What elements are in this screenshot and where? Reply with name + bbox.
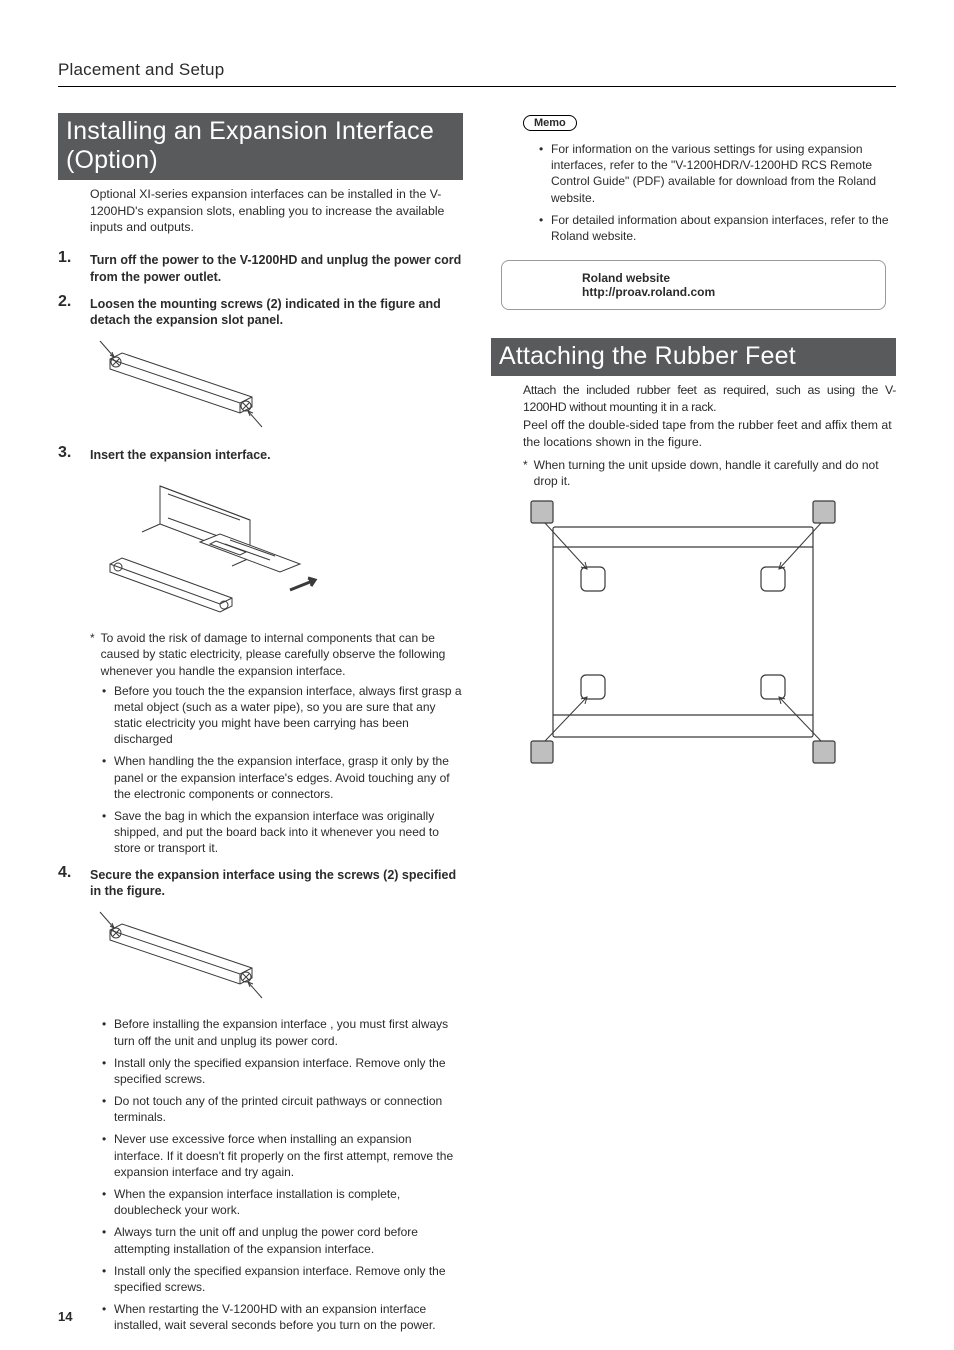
memo-bullets: For information on the various settings … [539, 141, 896, 244]
figure-rubber-feet [523, 497, 896, 767]
page-number: 14 [58, 1309, 72, 1324]
memo-badge: Memo [523, 115, 577, 131]
figure-insert-card [90, 472, 463, 622]
left-intro: Optional XI-series expansion interfaces … [90, 186, 463, 236]
step-4-bullet-4: Never use excessive force when installin… [102, 1131, 463, 1180]
step-3-note-text: To avoid the risk of damage to internal … [101, 630, 463, 679]
step-3-bullet-1: Before you touch the the expansion inter… [102, 683, 463, 748]
step-2: Loosen the mounting screws (2) indicated… [72, 296, 463, 438]
website-title: Roland website [582, 271, 869, 285]
right-intro-2: Peel off the double-sided tape from the … [523, 417, 896, 450]
step-3-bullet-3: Save the bag in which the expansion inte… [102, 808, 463, 857]
step-4-bullet-7: Install only the specified expansion int… [102, 1263, 463, 1295]
step-3-text: Insert the expansion interface. [72, 447, 463, 464]
memo-bullet-2: For detailed information about expansion… [539, 212, 896, 244]
figure-secure-panel [90, 908, 463, 1008]
step-3-static-note: * To avoid the risk of damage to interna… [90, 630, 463, 679]
step-4-bullet-1: Before installing the expansion interfac… [102, 1016, 463, 1048]
step-3-bullets: Before you touch the the expansion inter… [102, 683, 463, 857]
rubber-feet-svg [523, 497, 843, 767]
memo-bullet-1: For information on the various settings … [539, 141, 896, 206]
step-4-bullet-6: Always turn the unit off and unplug the … [102, 1224, 463, 1256]
website-url: http://proav.roland.com [582, 285, 869, 299]
step-4-bullet-2: Install only the specified expansion int… [102, 1055, 463, 1087]
website-box: Roland website http://proav.roland.com [501, 260, 886, 310]
figure-slot-panel [90, 337, 463, 437]
right-column: Memo For information on the various sett… [491, 113, 896, 1344]
step-3: Insert the expansion interface. [72, 447, 463, 856]
right-heading: Attaching the Rubber Feet [491, 338, 896, 376]
right-note: * When turning the unit upside down, han… [523, 457, 896, 489]
secure-panel-svg [90, 908, 280, 1008]
running-head: Placement and Setup [58, 60, 896, 87]
left-heading: Installing an Expansion Interface (Optio… [58, 113, 463, 180]
step-4-text: Secure the expansion interface using the… [72, 867, 463, 901]
step-4: Secure the expansion interface using the… [72, 867, 463, 1334]
step-4-bullet-8: When restarting the V-1200HD with an exp… [102, 1301, 463, 1333]
install-steps: Turn off the power to the V-1200HD and u… [58, 252, 463, 1334]
step-2-text: Loosen the mounting screws (2) indicated… [72, 296, 463, 330]
step-1: Turn off the power to the V-1200HD and u… [72, 252, 463, 286]
slot-panel-svg [90, 337, 280, 437]
step-4-bullets: Before installing the expansion interfac… [102, 1016, 463, 1333]
right-note-text: When turning the unit upside down, handl… [534, 457, 896, 489]
step-1-text: Turn off the power to the V-1200HD and u… [72, 252, 463, 286]
asterisk-icon: * [523, 457, 528, 489]
insert-card-svg [90, 472, 330, 622]
left-column: Installing an Expansion Interface (Optio… [58, 113, 463, 1344]
step-4-bullet-5: When the expansion interface installatio… [102, 1186, 463, 1218]
step-3-bullet-2: When handling the the expansion interfac… [102, 753, 463, 802]
right-intro-1: Attach the included rubber feet as requi… [523, 382, 896, 415]
step-4-bullet-3: Do not touch any of the printed circuit … [102, 1093, 463, 1125]
asterisk-icon: * [90, 630, 95, 679]
two-column-layout: Installing an Expansion Interface (Optio… [58, 113, 896, 1344]
